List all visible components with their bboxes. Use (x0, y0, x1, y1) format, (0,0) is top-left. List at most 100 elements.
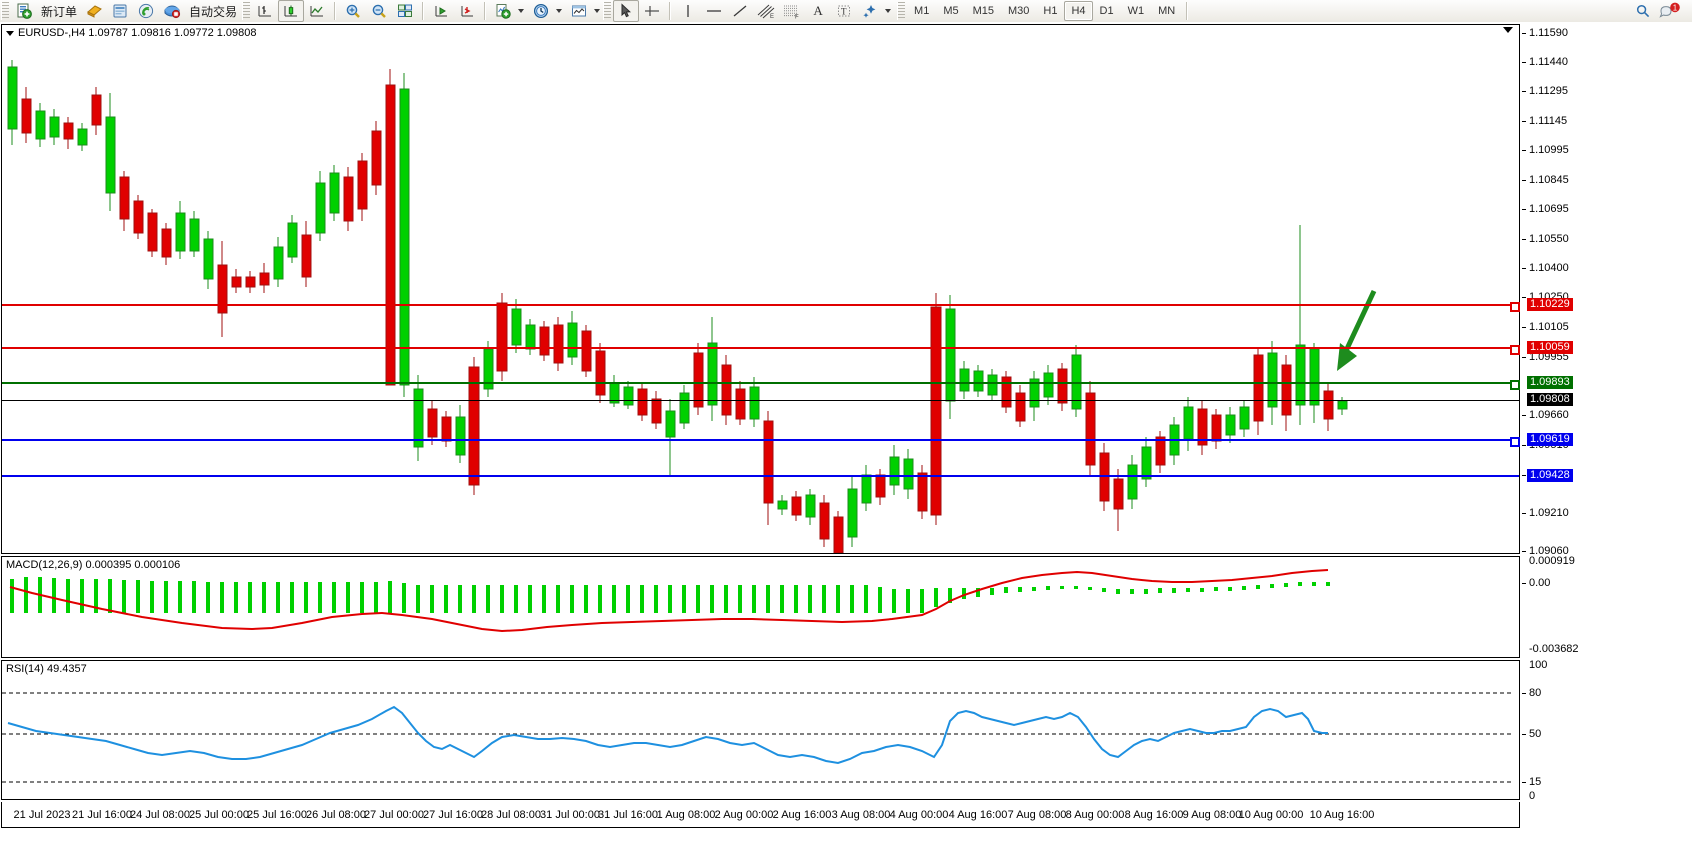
objects-caret-icon[interactable] (885, 9, 892, 13)
bar-chart-icon[interactable] (252, 0, 278, 22)
level-handle[interactable] (1510, 380, 1520, 390)
label-icon[interactable]: T (831, 0, 857, 22)
level-line-resistance-1[interactable] (2, 302, 1520, 312)
objects-icon[interactable] (857, 0, 883, 22)
timeframe-h1[interactable]: H1 (1043, 5, 1058, 17)
period-icon[interactable] (528, 0, 554, 22)
time-label: 4 Aug 16:00 (948, 809, 1008, 821)
level-line-support-green[interactable] (2, 380, 1520, 390)
add-indicator-caret-icon[interactable] (518, 9, 525, 13)
timeframe-m30[interactable]: M30 (1008, 5, 1030, 17)
signal-icon[interactable] (133, 0, 159, 22)
fibo-icon[interactable]: F (779, 0, 805, 22)
toolbar-grip-3[interactable] (603, 2, 612, 20)
vline-icon[interactable] (675, 0, 701, 22)
equidistant-icon[interactable]: E (753, 0, 779, 22)
timeframe-h4[interactable]: H4 (1064, 1, 1093, 21)
time-label: 27 Jul 16:00 (423, 809, 483, 821)
autotrade-icon[interactable] (159, 0, 185, 22)
tile-windows-icon[interactable] (392, 0, 418, 22)
rsi-pane[interactable]: RSI(14) 49.4357 (1, 660, 1520, 800)
macd-scale: 0.000919 0.00 -0.003682 (1522, 556, 1690, 658)
zoom-out-icon[interactable] (366, 0, 392, 22)
chart-cloud-icon[interactable] (107, 0, 133, 22)
price-tag-resistance-2[interactable]: 1.10059 (1527, 341, 1573, 354)
chevron-down-icon[interactable] (6, 30, 14, 36)
price-scale[interactable]: 1.11590 1.11440 1.11295 1.11145 1.10995 … (1522, 24, 1690, 557)
text-icon[interactable]: A (813, 3, 823, 18)
toolbar-separator-5 (1186, 2, 1189, 20)
svg-text:E: E (770, 14, 774, 19)
level-line-last-price (2, 400, 1519, 401)
cursor-icon[interactable] (613, 0, 640, 22)
zoom-in-icon[interactable] (340, 0, 366, 22)
svg-text:F: F (795, 15, 799, 20)
add-indicator-icon[interactable] (490, 0, 516, 22)
timeframe-mn[interactable]: MN (1158, 5, 1176, 17)
time-label: 21 Jul 2023 (13, 809, 71, 821)
alert-icon[interactable]: 1 (1656, 0, 1684, 22)
symbol-header: EURUSD-,H4 1.09787 1.09816 1.09772 1.098… (6, 27, 257, 39)
price-tag-support-blue-1[interactable]: 1.09619 (1527, 433, 1573, 446)
level-line-resistance-2[interactable] (2, 345, 1520, 355)
price-pane[interactable]: EURUSD-,H4 1.09787 1.09816 1.09772 1.098… (1, 24, 1520, 554)
toolbar-grip-1[interactable] (1, 2, 9, 20)
time-label: 28 Jul 08:00 (481, 809, 541, 821)
time-label: 25 Jul 16:00 (247, 809, 307, 821)
search-icon[interactable] (1630, 0, 1656, 22)
toolbar-separator-2 (422, 2, 425, 20)
price-tag-support-blue-2[interactable]: 1.09428 (1527, 469, 1573, 482)
time-label: 10 Aug 16:00 (1309, 809, 1375, 821)
time-label: 1 Aug 08:00 (656, 809, 716, 821)
svg-text:T: T (841, 7, 847, 17)
time-label: 10 Aug 00:00 (1238, 809, 1304, 821)
chart-bar-icon[interactable] (81, 0, 107, 22)
level-handle[interactable] (1510, 302, 1520, 312)
trendline-icon[interactable] (727, 0, 753, 22)
templates-caret-icon[interactable] (594, 9, 601, 13)
time-axis[interactable]: 21 Jul 2023 21 Jul 16:00 24 Jul 08:00 25… (1, 802, 1520, 828)
time-label: 3 Aug 08:00 (831, 809, 891, 821)
shift-end-icon[interactable] (454, 0, 480, 22)
line-chart-icon[interactable] (304, 0, 330, 22)
hline-icon[interactable] (701, 0, 727, 22)
new-order-label[interactable]: 新订单 (41, 4, 78, 19)
auto-trading-label[interactable]: 自动交易 (189, 4, 238, 19)
candlestick-icon[interactable] (278, 0, 305, 22)
time-label: 2 Aug 16:00 (772, 809, 832, 821)
price-tag-support-green[interactable]: 1.09893 (1527, 376, 1573, 389)
price-tag-last: 1.09808 (1527, 393, 1573, 406)
time-label: 9 Aug 08:00 (1182, 809, 1242, 821)
level-line-support-blue-2[interactable] (2, 475, 1519, 477)
toolbar-separator-3 (484, 2, 487, 20)
timeframe-d1[interactable]: D1 (1099, 5, 1114, 17)
toolbar-grip-2[interactable] (242, 2, 251, 20)
level-line-support-blue-1[interactable] (2, 437, 1520, 447)
down-arrow-annotation[interactable] (1327, 285, 1387, 377)
timeframe-w1[interactable]: W1 (1127, 5, 1145, 17)
period-caret-icon[interactable] (556, 9, 563, 13)
time-label: 27 Jul 00:00 (364, 809, 424, 821)
level-handle[interactable] (1510, 437, 1520, 447)
pane-collapse-icon[interactable] (1503, 27, 1513, 33)
crosshair-icon[interactable] (639, 0, 665, 22)
shift-start-icon[interactable] (428, 0, 454, 22)
time-label: 4 Aug 00:00 (889, 809, 949, 821)
rsi-series (2, 692, 1514, 783)
time-label: 2 Aug 00:00 (714, 809, 774, 821)
candlestick-series (7, 60, 1348, 553)
time-label: 8 Aug 00:00 (1065, 809, 1125, 821)
timeframe-m15[interactable]: M15 (972, 5, 994, 17)
toolbar-grip-4[interactable] (897, 2, 906, 20)
level-handle[interactable] (1510, 345, 1520, 355)
timeframe-m1[interactable]: M1 (914, 5, 930, 17)
time-label: 8 Aug 16:00 (1124, 809, 1184, 821)
macd-pane[interactable]: MACD(12,26,9) 0.000395 0.000106 (1, 556, 1520, 658)
new-order-icon[interactable] (11, 0, 37, 22)
macd-histogram (10, 577, 1330, 613)
templates-icon[interactable] (566, 0, 592, 22)
time-label: 31 Jul 16:00 (598, 809, 658, 821)
timeframe-m5[interactable]: M5 (943, 5, 959, 17)
chart-area: EURUSD-,H4 1.09787 1.09816 1.09772 1.098… (0, 22, 1692, 849)
price-tag-resistance-1[interactable]: 1.10229 (1527, 298, 1573, 311)
